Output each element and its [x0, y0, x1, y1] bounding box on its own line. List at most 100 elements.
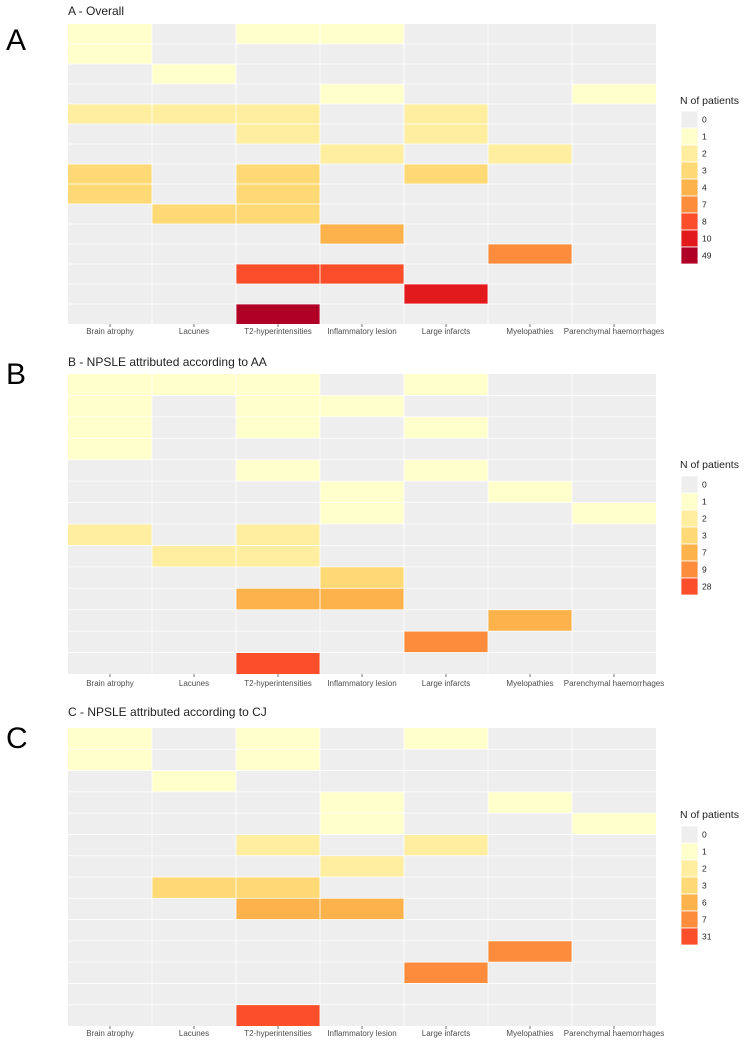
legend-key: [680, 577, 699, 596]
heatmap-cell: [572, 502, 656, 524]
heatmap-cell: [320, 84, 404, 104]
heatmap-cell: [152, 104, 236, 124]
panel-c-x-axis-labels: Brain atrophy Lacunes T2-hyperintensities I…: [86, 1026, 664, 1038]
legend-key: [680, 509, 699, 528]
legend-key: [680, 859, 699, 878]
heatmap-cell: [320, 791, 404, 814]
heatmap-cell: [404, 124, 488, 144]
legend-label: 31: [702, 932, 712, 942]
heatmap-cell: [68, 164, 152, 184]
legend-key: [680, 127, 699, 146]
legend-key: [680, 195, 699, 214]
heatmap-cell: [236, 416, 320, 439]
heatmap-cell: [320, 502, 404, 524]
legend-label: 1: [702, 847, 707, 857]
panel-a-legend-title: N of patients: [680, 95, 739, 107]
heatmap-cell: [404, 374, 488, 396]
heatmap-cell: [68, 184, 152, 204]
heatmap-cell: [236, 374, 320, 396]
panel-b-heatmap-grid: [68, 374, 656, 674]
panel-b-legend: N of patients 0 1 2 3 7 9 28: [680, 459, 739, 596]
x-tick-label: Inflammatory lesion: [327, 679, 396, 688]
heatmap-cell: [68, 24, 152, 44]
legend-label: 2: [702, 514, 707, 524]
heatmap-cell: [404, 164, 488, 184]
heatmap-cell: [68, 44, 152, 64]
heatmap-cell: [236, 652, 320, 674]
x-tick-label: Inflammatory lesion: [327, 327, 396, 336]
heatmap-cell: [236, 164, 320, 184]
panel-b-title: B - NPSLE attributed according to AA: [68, 355, 267, 369]
heatmap-cell: [320, 264, 404, 284]
legend-key: [680, 492, 699, 511]
x-tick-label: Lacunes: [179, 327, 209, 336]
heatmap-cell: [236, 459, 320, 482]
heatmap-cell: [404, 834, 488, 856]
legend-label: 49: [702, 251, 712, 261]
heatmap-cell: [236, 1004, 320, 1026]
heatmap-cell: [152, 545, 236, 567]
legend-key: [680, 825, 699, 844]
heatmap-cell: [152, 374, 236, 396]
heatmap-cell: [488, 481, 572, 503]
legend-label: 10: [702, 234, 712, 244]
legend-label: 7: [702, 548, 707, 558]
heatmap-cell: [152, 204, 236, 224]
legend-key: [680, 526, 699, 545]
panel-b-legend-title: N of patients: [680, 459, 739, 471]
panel-a-heatmap-grid: [68, 24, 656, 324]
panel-c-title: C - NPSLE attributed according to CJ: [68, 705, 267, 719]
legend-key: [680, 229, 699, 248]
legend-key: [680, 910, 699, 929]
heatmap-cell: [320, 395, 404, 417]
legend-key: [680, 560, 699, 579]
heatmap-cell: [404, 962, 488, 984]
panel-a-legend: N of patients 0 1 2 3 4 7 8 10 49: [680, 95, 739, 265]
legend-key: [680, 178, 699, 197]
panel-b-letter: B: [6, 358, 26, 391]
heatmap-cell: [320, 855, 404, 877]
legend-label: 0: [702, 480, 707, 490]
x-tick-label: T2-hyperintensities: [244, 679, 312, 688]
heatmap-cell: [236, 898, 320, 920]
heatmap-cell: [236, 588, 320, 610]
heatmap-cell: [236, 749, 320, 771]
x-tick-label: Lacunes: [179, 679, 209, 688]
legend-label: 1: [702, 497, 707, 507]
heatmap-cell: [488, 144, 572, 164]
legend-key: [680, 543, 699, 562]
heatmap-cell: [152, 770, 236, 792]
x-tick-label: Brain atrophy: [86, 327, 134, 336]
heatmap-cell: [488, 791, 572, 814]
heatmap-cell: [320, 24, 404, 44]
legend-label: 2: [702, 149, 707, 159]
panel-b: B B - NPSLE attributed according to AA B…: [6, 355, 739, 688]
panel-c-legend: N of patients 0 1 2 3 6 7 31: [680, 809, 739, 946]
heatmap-cell: [236, 104, 320, 124]
heatmap-cell: [572, 84, 656, 104]
legend-key: [680, 876, 699, 895]
heatmap-cell: [68, 104, 152, 124]
panel-c-legend-title: N of patients: [680, 809, 739, 821]
legend-label: 4: [702, 183, 707, 193]
heatmap-cell: [320, 588, 404, 610]
heatmap-cell: [236, 524, 320, 546]
heatmap-cell: [404, 459, 488, 482]
x-tick-label: Lacunes: [179, 1029, 209, 1038]
legend-label: 6: [702, 898, 707, 908]
heatmap-cell: [68, 438, 152, 460]
legend-key: [680, 246, 699, 265]
legend-key: [680, 161, 699, 180]
panel-a-x-axis-labels: Brain atrophy Lacunes T2-hyperintensities I…: [86, 324, 664, 336]
heatmap-cell: [404, 416, 488, 439]
x-tick-label: Parenchymal haemorrhages: [564, 327, 665, 336]
heatmap-cell: [320, 144, 404, 164]
legend-key: [680, 893, 699, 912]
legend-label: 8: [702, 217, 707, 227]
panel-a-title: A - Overall: [68, 4, 124, 18]
legend-key: [680, 927, 699, 946]
panel-c-letter: C: [6, 722, 28, 755]
legend-label: 3: [702, 881, 707, 891]
legend-label: 3: [702, 531, 707, 541]
